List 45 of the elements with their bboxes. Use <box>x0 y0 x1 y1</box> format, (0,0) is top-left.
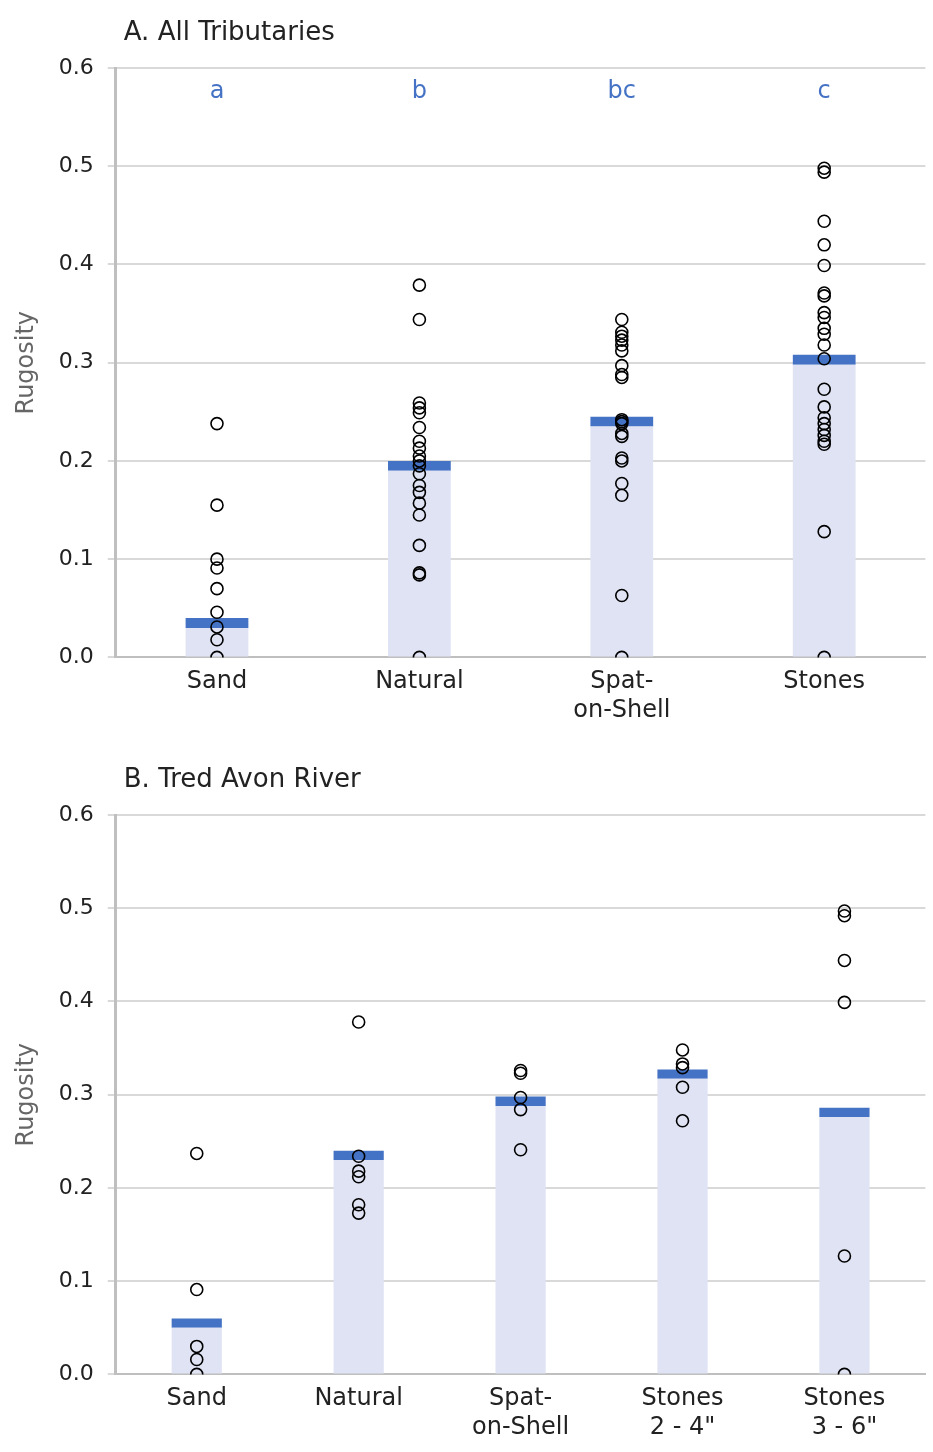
x-tick-label: Spat-on-Shell <box>573 666 671 723</box>
y-tick-label: 0.2 <box>58 446 94 472</box>
bar <box>590 426 654 657</box>
bar <box>333 1159 384 1374</box>
y-tick-label: 0.0 <box>58 1360 94 1386</box>
chart-title: B. Tred Avon River <box>123 763 362 793</box>
bar <box>819 1117 870 1374</box>
y-tick-label: 0.4 <box>58 250 94 276</box>
x-tick-label: Stones <box>783 666 866 695</box>
y-tick-label: 0.1 <box>58 1266 94 1292</box>
bar <box>792 354 856 365</box>
y-tick-label: 0.6 <box>58 800 94 826</box>
bar <box>657 1078 708 1374</box>
x-tick-label: Sand <box>186 666 248 695</box>
bar <box>388 470 451 657</box>
x-tick-label: Stones 3 - 6" <box>803 1383 886 1440</box>
y-tick-label: 0.3 <box>58 1080 94 1106</box>
x-tick-label: Spat-on-Shell <box>472 1383 570 1440</box>
bar <box>171 1318 222 1328</box>
y-axis-title: Rugosity <box>10 310 39 415</box>
y-tick-label: 0.1 <box>58 544 94 570</box>
x-tick-label: Natural <box>375 666 464 695</box>
annotation: a <box>209 76 225 105</box>
bar <box>185 627 249 657</box>
x-tick-label: Natural <box>314 1383 403 1412</box>
x-tick-label: Stones 2 - 4" <box>641 1383 724 1440</box>
bar <box>495 1105 546 1374</box>
bar <box>819 1107 870 1118</box>
bar <box>185 618 249 628</box>
annotation: c <box>817 76 831 105</box>
y-tick-label: 0.5 <box>58 893 94 919</box>
annotation: bc <box>607 76 637 105</box>
chart-title: A. All Tributaries <box>123 16 335 46</box>
bar <box>657 1069 708 1079</box>
y-tick-label: 0.4 <box>58 987 94 1013</box>
bar <box>171 1327 222 1374</box>
y-tick-label: 0.5 <box>58 151 94 177</box>
y-tick-label: 0.6 <box>58 53 94 79</box>
bar <box>792 364 856 657</box>
x-tick-label: Sand <box>166 1383 227 1412</box>
annotation: b <box>411 76 428 105</box>
y-tick-label: 0.0 <box>58 643 94 669</box>
y-tick-label: 0.3 <box>58 348 94 374</box>
y-tick-label: 0.2 <box>58 1173 94 1199</box>
y-axis-title: Rugosity <box>10 1042 39 1147</box>
